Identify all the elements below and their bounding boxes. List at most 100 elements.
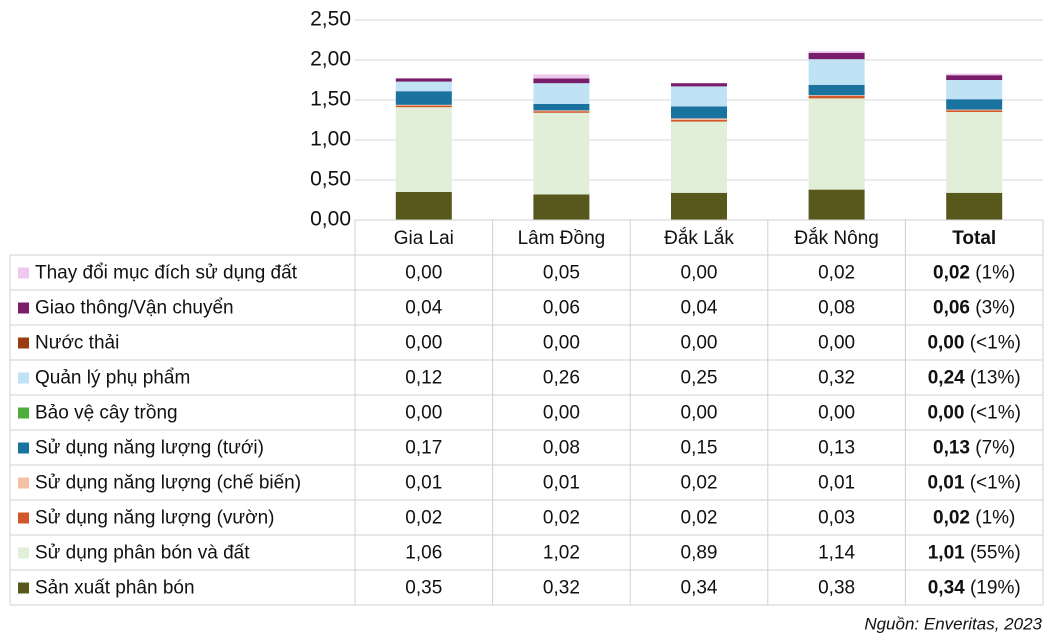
legend-swatch <box>18 547 29 559</box>
legend-label: Nước thải <box>35 333 119 354</box>
bar-segment <box>808 95 865 96</box>
column-header: Đắk Nông <box>794 227 879 249</box>
column-header: Gia Lai <box>394 228 454 249</box>
legend-label: Sử dụng phân bón và đất <box>35 543 250 564</box>
total-value: 0,00 <box>927 333 964 354</box>
legend-swatch <box>18 267 29 279</box>
y-tick-label: 2,50 <box>310 8 351 31</box>
bar-segment <box>533 111 590 113</box>
cell-value: 0,89 <box>681 543 718 564</box>
y-tick-label: 2,00 <box>310 48 351 71</box>
total-share: (<1%) <box>970 333 1021 354</box>
bar-segment <box>671 86 727 107</box>
bar-segment <box>946 192 1003 220</box>
bar-segment <box>808 98 865 190</box>
legend-swatch <box>18 407 29 419</box>
cell-value: 0,00 <box>818 333 855 354</box>
legend-label: Sử dụng năng lượng (chế biến) <box>35 473 301 494</box>
legend-swatch <box>18 512 29 524</box>
cell-value: 0,15 <box>681 438 718 459</box>
cell-value: 0,06 <box>543 298 580 319</box>
total-share: (7%) <box>975 438 1015 459</box>
legend-swatch <box>18 302 29 314</box>
bar-segment <box>946 75 1003 80</box>
bar-segment <box>671 192 727 220</box>
cell-value: 0,00 <box>405 263 442 284</box>
bar-segment <box>946 99 1003 110</box>
cell-value: 0,34 <box>681 578 718 599</box>
bar-segment <box>533 194 590 220</box>
cell-value: 0,03 <box>818 508 855 529</box>
bar-segment <box>808 59 865 85</box>
bar-segment <box>808 189 865 220</box>
bar-segment <box>395 105 452 108</box>
total-value: 1,01 <box>928 543 965 564</box>
cell-value: 0,05 <box>543 263 580 284</box>
cell-total: 0,01 (<1%) <box>927 473 1020 494</box>
bar-segment <box>395 78 452 82</box>
cell-value: 0,25 <box>681 368 718 389</box>
total-share: (3%) <box>975 298 1015 319</box>
cell-value: 0,00 <box>681 333 718 354</box>
bar-segment <box>946 110 1003 112</box>
total-share: (19%) <box>970 578 1021 599</box>
total-value: 0,13 <box>933 438 970 459</box>
bar-segment <box>533 110 590 112</box>
bar-segment <box>808 84 865 96</box>
bar-segment <box>671 121 727 193</box>
cell-value: 0,08 <box>543 438 580 459</box>
cell-value: 0,04 <box>681 298 718 319</box>
bar-segment <box>946 112 1003 193</box>
cell-value: 0,00 <box>405 403 442 424</box>
cell-value: 0,04 <box>405 298 442 319</box>
cell-value: 0,02 <box>405 508 442 529</box>
bar-segment <box>946 109 1003 111</box>
total-share: (1%) <box>975 263 1015 284</box>
bar-segment <box>533 112 590 195</box>
column-header: Đắk Lắk <box>664 227 734 249</box>
total-value: 0,00 <box>927 403 964 424</box>
total-share: (<1%) <box>970 473 1021 494</box>
y-tick-label: 0,00 <box>310 208 351 231</box>
legend-label: Quản lý phụ phẩm <box>35 368 190 389</box>
cell-total: 0,24 (13%) <box>928 368 1021 389</box>
cell-value: 0,02 <box>543 508 580 529</box>
cell-value: 0,35 <box>405 578 442 599</box>
y-tick-label: 1,50 <box>310 88 351 111</box>
total-value: 0,01 <box>927 473 964 494</box>
bar-segment <box>533 83 590 104</box>
cell-value: 0,00 <box>543 403 580 424</box>
cell-total: 0,06 (3%) <box>933 298 1015 319</box>
bar-segment <box>671 118 727 120</box>
total-share: (13%) <box>970 368 1021 389</box>
cell-value: 0,26 <box>543 368 580 389</box>
cell-value: 1,14 <box>818 543 855 564</box>
bar-segment <box>671 83 727 87</box>
cell-value: 0,12 <box>405 368 442 389</box>
cell-value: 0,00 <box>681 403 718 424</box>
bar-segment <box>671 106 727 119</box>
cell-value: 0,00 <box>681 263 718 284</box>
cell-value: 0,08 <box>818 298 855 319</box>
total-share: (1%) <box>975 508 1015 529</box>
bar-segment <box>946 73 1003 76</box>
legend-swatch <box>18 477 29 489</box>
cell-total: 0,02 (1%) <box>933 263 1015 284</box>
bar-segment <box>533 78 590 84</box>
source: Nguồn: Enveritas, 2023 <box>864 614 1042 633</box>
cell-total: 0,13 (7%) <box>933 438 1015 459</box>
cell-value: 1,02 <box>543 543 580 564</box>
cell-value: 0,02 <box>818 263 855 284</box>
total-share: (55%) <box>970 543 1021 564</box>
cell-total: 0,02 (1%) <box>933 508 1015 529</box>
cell-value: 0,01 <box>543 473 580 494</box>
cell-total: 0,34 (19%) <box>928 578 1021 599</box>
legend-label: Sử dụng năng lượng (vườn) <box>35 508 274 529</box>
bar-segment <box>808 51 865 53</box>
cell-value: 0,32 <box>818 368 855 389</box>
bar-segment <box>395 91 452 105</box>
total-value: 0,34 <box>928 578 965 599</box>
y-tick-label: 0,50 <box>310 168 351 191</box>
legend-label: Bảo vệ cây trồng <box>35 403 178 424</box>
